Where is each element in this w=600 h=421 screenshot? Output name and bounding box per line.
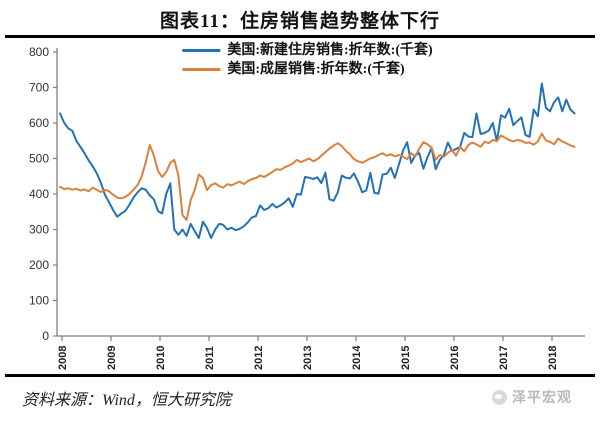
zeping-macro-logo-icon [492,389,507,405]
legend-item-new-home-sales: 美国:新建住房销售:折年数:(千套) [182,41,433,60]
series-line-1 [59,132,576,221]
y-tick-label: 700 [29,81,49,95]
legend-label-existing-home-sales: 美国:成屋销售:折年数:(千套) [227,62,405,77]
legend-label-new-home-sales: 美国:新建住房销售:折年数:(千套) [227,43,433,58]
watermark-text: 泽平宏观 [512,391,572,406]
x-tick-label: 2012 [253,346,265,370]
top-divider [5,35,595,38]
series-line-0 [59,82,576,239]
legend-line-swatch-blue [182,49,221,52]
x-tick-label: 2015 [400,346,412,370]
bottom-divider [5,374,595,377]
x-tick-label: 2014 [351,345,363,370]
legend-line-swatch-orange [182,68,221,71]
y-tick-label: 600 [29,116,49,130]
chart-title: 图表11：住房销售趋势整体下行 [160,11,440,32]
x-tick-label: 2013 [302,346,314,370]
y-tick-label: 200 [29,258,49,272]
y-tick-label: 500 [29,152,49,166]
x-tick-label: 2018 [547,346,559,370]
legend-item-existing-home-sales: 美国:成屋销售:折年数:(千套) [182,60,432,79]
y-tick-label: 300 [29,223,49,237]
y-tick-label: 400 [29,187,49,201]
x-tick-label: 2017 [498,346,510,370]
watermark: 泽平宏观 [492,387,572,407]
x-tick-label: 2010 [155,346,167,370]
x-tick-label: 2011 [204,346,216,370]
axes [56,48,585,337]
chart-legend: 美国:新建住房销售:折年数:(千套) 美国:成屋销售:折年数:(千套) [182,41,433,79]
y-axis-ticks: 0 100 200 300 400 500 600 700 800 [29,45,57,343]
y-tick-label: 800 [29,45,49,59]
x-tick-label: 2008 [57,346,69,370]
x-axis-ticks: 2008 2009 2010 2011 2012 2013 2014 2015 2016 2017… [57,336,559,370]
x-tick-label: 2009 [106,346,118,370]
y-tick-label: 100 [29,294,49,308]
data-source-note: 资料来源：Wind，恒大研究院 [22,392,231,409]
y-tick-label: 0 [42,329,49,343]
x-tick-label: 2016 [449,346,461,370]
